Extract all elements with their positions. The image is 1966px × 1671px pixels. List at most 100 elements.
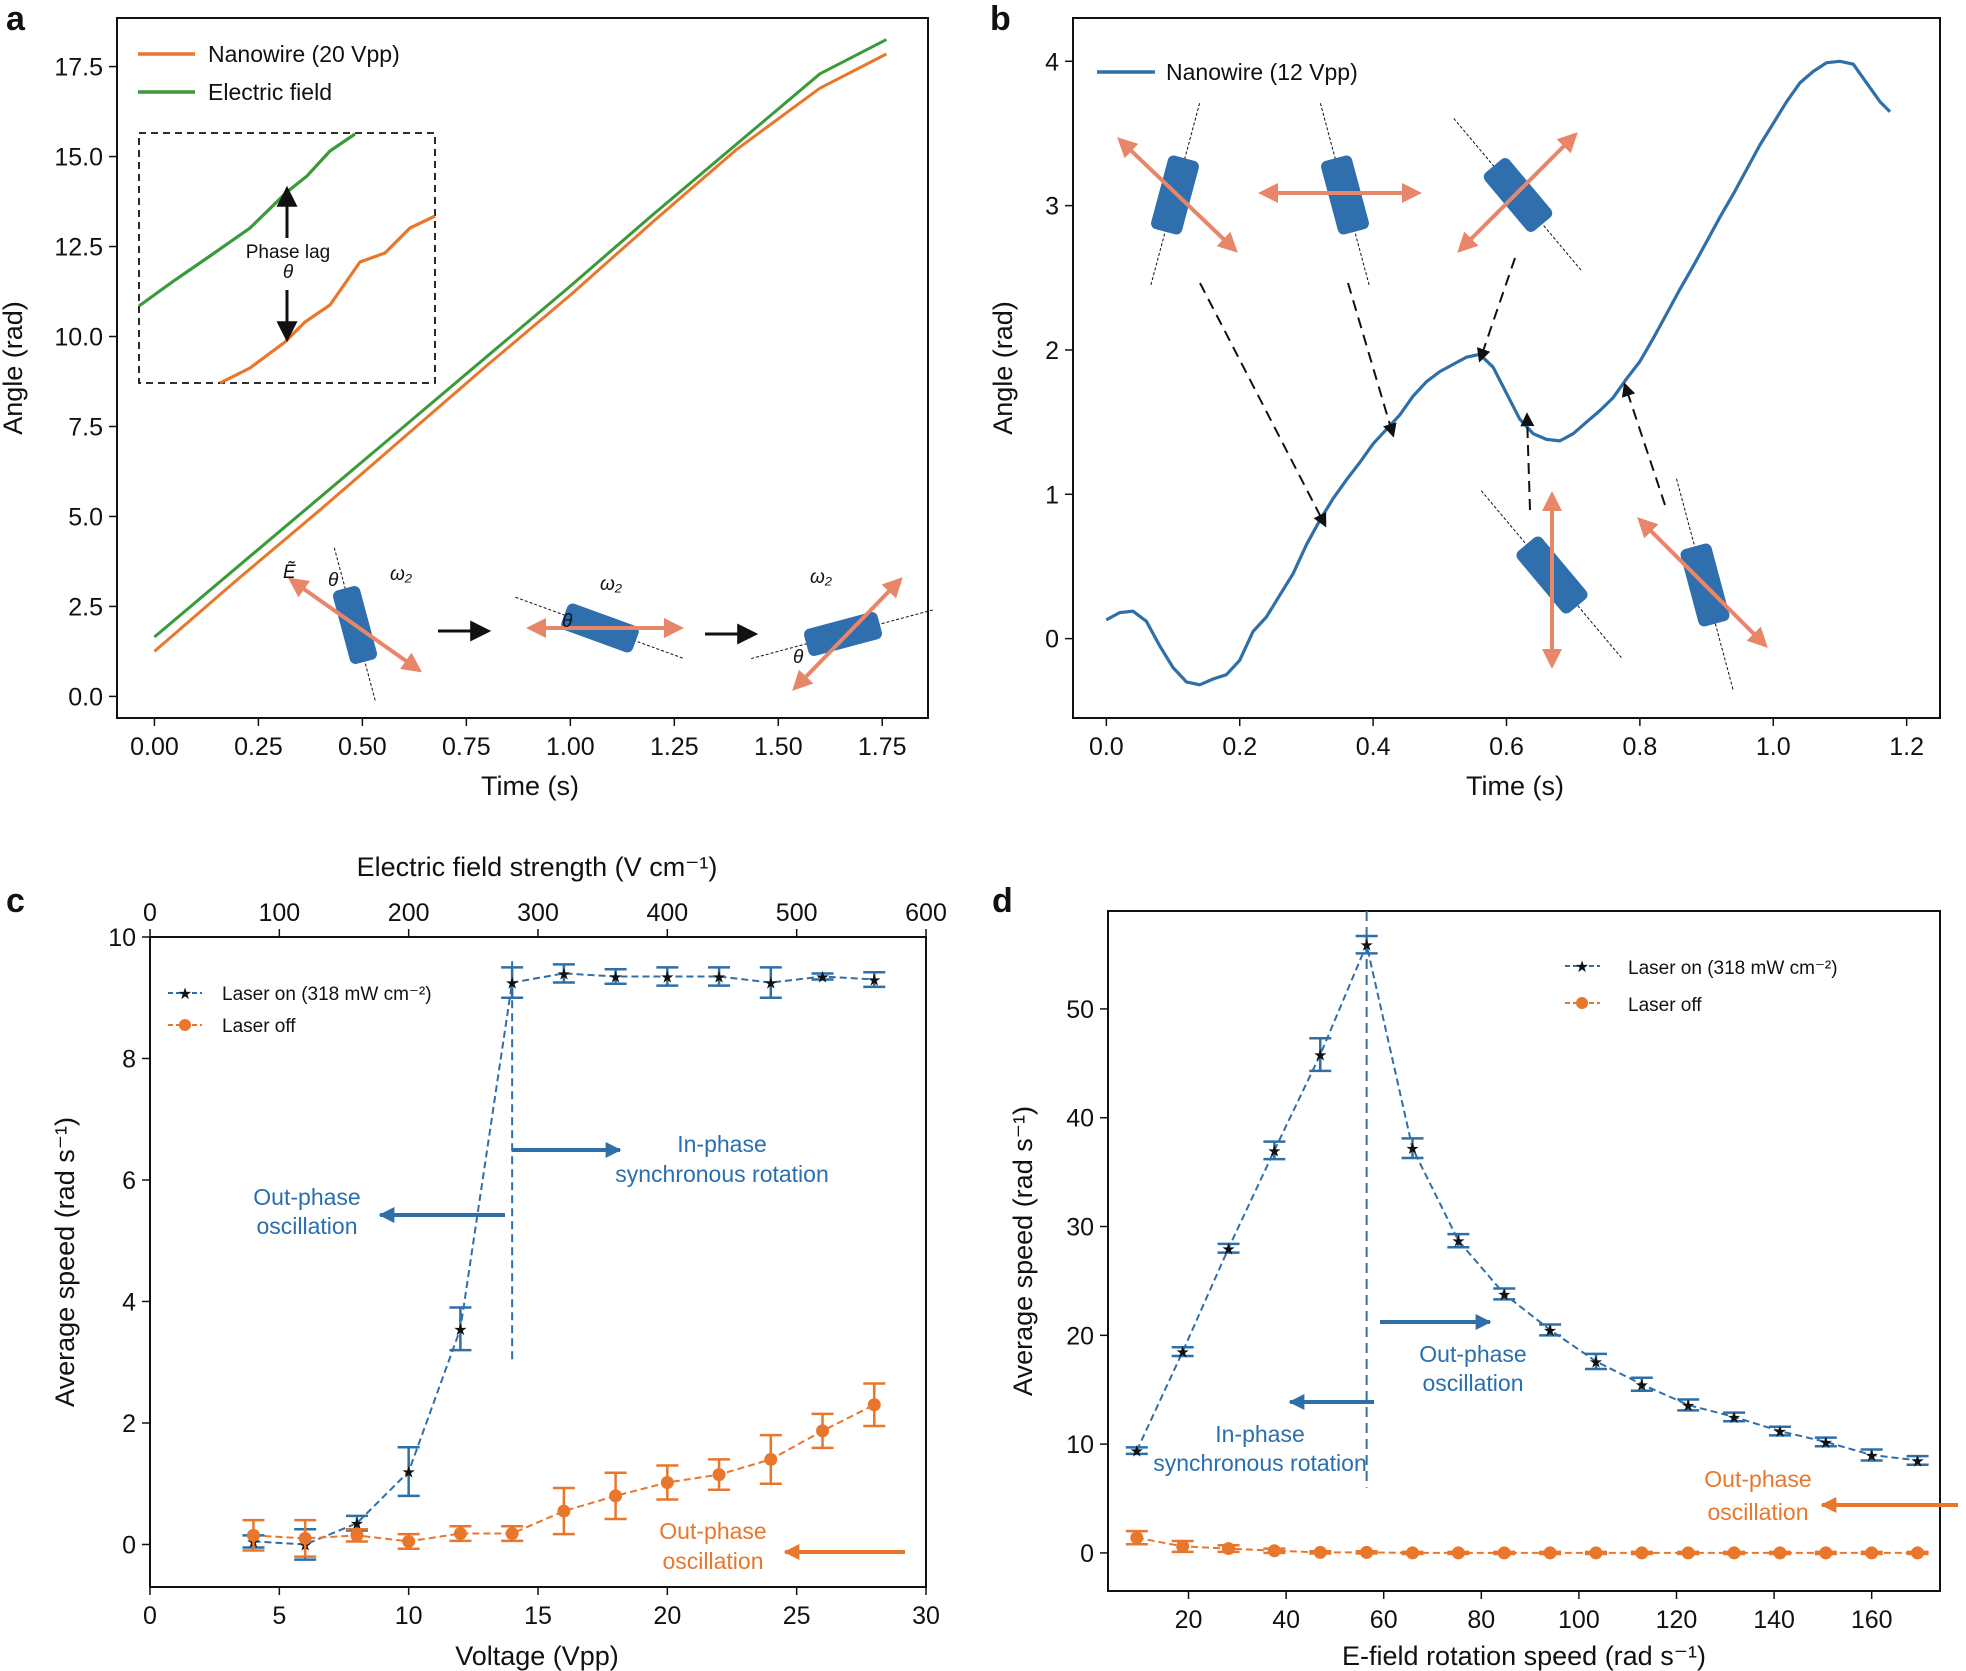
panel-c-xtick-label: 15 [524,1602,552,1630]
panel-c-ytick-label: 6 [122,1167,136,1195]
d-laser-off-point [1222,1542,1236,1556]
c-in-phase-line2: synchronous rotation [615,1161,829,1187]
panel-b-ytick-label: 2 [1045,337,1059,365]
d-laser-on-point: ★ [1727,1410,1741,1427]
b3-field-arrow [1457,132,1578,253]
c-orange-line1: Out-phase [659,1518,766,1544]
inset-theta-label: θ [283,262,294,283]
d-laser-off-point [1405,1546,1419,1560]
panel-b-schematic [1117,103,1768,692]
inset-frame [138,132,436,384]
c-laser-on-point: ★ [401,1465,415,1482]
nanowire-20-line [153,52,888,653]
panel-d-xtick-label: 100 [1558,1606,1600,1634]
panel-c-top-xtick-label: 300 [517,899,559,927]
a3-theta-label: θ [793,647,804,668]
d-laser-on-point: ★ [1497,1287,1511,1304]
legend-circle-marker [179,1019,191,1031]
panel-a-ytick-label: 0.0 [68,683,103,711]
panel-a-xtick-label: 1.50 [754,733,803,761]
c-laser-on-point: ★ [660,969,674,986]
legend-laser-off-d: Laser off [1628,995,1702,1016]
d-laser-off-point [1451,1546,1465,1560]
d-laser-on-point: ★ [1819,1435,1833,1452]
panel-a-series [153,38,888,653]
panel-a-ytick-label: 10.0 [54,324,103,352]
panel-b-ytick-label: 4 [1045,48,1059,76]
d-laser-on-point: ★ [1451,1234,1465,1251]
panel-b: b 0.0 0.2 0.4 0.6 0.8 1.0 1.2 0 1 2 3 4 Time (s) An… [988,0,1941,801]
panel-b-xtick-label: 0.8 [1623,733,1658,761]
d-laser-on-point: ★ [1175,1345,1189,1362]
panel-c-top-xtick-label: 500 [776,899,818,927]
d-laser-on-point: ★ [1313,1048,1327,1065]
d-laser-on-point: ★ [1221,1241,1235,1258]
d-laser-on-point: ★ [1130,1444,1144,1461]
a1-omega-label: ω₂ [390,564,413,585]
panel-d: d 20 40 60 80 100 120 140 160 0 10 20 30 40 50 E-fiel… [992,882,1958,1671]
c-out-phase-line2: oscillation [257,1213,358,1239]
panel-b-letter: b [990,0,1011,38]
a2-omega-label: ω₂ [600,574,623,595]
panel-b-axes: 0.0 0.2 0.4 0.6 0.8 1.0 1.2 0 1 2 3 4 [1045,48,1924,761]
panel-a-axes: 0.00 0.25 0.50 0.75 1.00 1.25 1.50 1.75 0.0 2.5 5.… [54,54,906,761]
panel-c-xtick-label: 5 [272,1602,286,1630]
legend-laser-off-c: Laser off [222,1016,296,1037]
d-laser-off-point [1130,1531,1144,1545]
a3-omega-label: ω₂ [810,567,833,588]
panel-a-schematic: Ẽ θ ω₂ θ ω₂ θ ω₂ [283,547,935,703]
b1-field-arrow [1117,137,1238,253]
c-laser-off-point [298,1531,312,1545]
b-pointer-5 [1621,382,1666,506]
panel-d-xtick-label: 160 [1851,1606,1893,1634]
panel-d-xtick-label: 140 [1753,1606,1795,1634]
panel-c-xtick-label: 25 [783,1602,811,1630]
panel-a-xtick-label: 1.00 [546,733,595,761]
panel-d-ytick-label: 30 [1066,1214,1094,1242]
c-laser-on-point: ★ [608,969,622,986]
inset-phase-lag-label: Phase lag [246,242,331,263]
nanowire-12-line [1105,59,1892,687]
panel-c-top-xtick-label: 200 [388,899,430,927]
panel-b-xtick-label: 1.2 [1889,733,1924,761]
panel-a-xtick-label: 1.25 [650,733,699,761]
d-laser-on-point: ★ [1405,1141,1419,1158]
c-laser-off-point [402,1534,416,1548]
c-laser-on-point: ★ [764,976,778,993]
panel-c-ytick-label: 0 [122,1531,136,1559]
b-pointer-2 [1347,282,1397,438]
c-laser-off-point [453,1527,467,1541]
legend-electric-field: Electric field [208,79,332,105]
panel-d-ytick-label: 20 [1066,1322,1094,1350]
panel-d-series: ★ ★ ★ ★ ★ ★ ★ ★ ★ ★ ★ ★ ★ ★ ★ ★ ★ ★ [1125,911,1929,1560]
d-laser-off-point [1267,1544,1281,1558]
panel-a-legend: Nanowire (20 Vpp) Electric field [138,41,400,105]
panel-c-top-xlabel: Electric field strength (V cm⁻¹) [357,852,718,882]
panel-b-frame [1072,17,1941,719]
panel-c-ylabel: Average speed (rad s⁻¹) [50,1117,80,1407]
panel-b-xtick-label: 1.0 [1756,733,1791,761]
c-laser-off-point [867,1398,881,1412]
c-laser-on-point: ★ [557,966,571,983]
d-laser-off-point [1681,1546,1695,1560]
panel-a-ytick-label: 7.5 [68,413,103,441]
panel-d-xtick-label: 80 [1467,1606,1495,1634]
d-laser-on-line [1135,943,1918,1462]
c-laser-on-point: ★ [867,973,881,990]
panel-a-xtick-label: 0.50 [338,733,387,761]
panel-b-legend: Nanowire (12 Vpp) [1097,59,1358,85]
panel-a-xtick-label: 0.75 [442,733,491,761]
d-laser-on-point: ★ [1635,1377,1649,1394]
panel-d-ytick-label: 40 [1066,1105,1094,1133]
panel-d-ylabel: Average speed (rad s⁻¹) [1008,1106,1038,1396]
c-laser-off-point [557,1504,571,1518]
panel-d-frame [1107,910,1941,1592]
c-laser-on-point: ★ [505,976,519,993]
d-laser-off-point [1635,1546,1649,1560]
c-laser-on-point: ★ [453,1322,467,1339]
electric-field-line [153,38,888,639]
d-laser-off-point [1360,1545,1374,1559]
panel-c-xtick-label: 10 [395,1602,423,1630]
panel-d-xtick-label: 120 [1656,1606,1698,1634]
panel-c-top-xtick-label: 100 [258,899,300,927]
